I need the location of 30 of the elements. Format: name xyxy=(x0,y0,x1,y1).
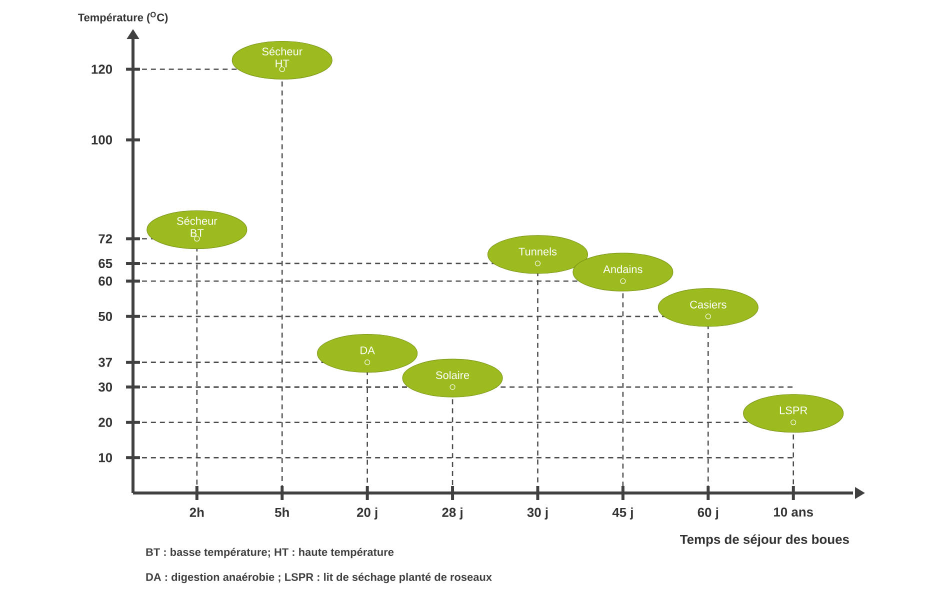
series-label: Andains xyxy=(603,265,642,274)
y-tick-label: 37 xyxy=(98,358,112,367)
x-tick-label: 60 j xyxy=(698,507,718,520)
x-tick-label: 45 j xyxy=(612,507,633,520)
x-tick-label: 28 j xyxy=(442,507,462,520)
series-label: Casiers xyxy=(690,300,726,308)
text: BT : basse température; HT : haute température xyxy=(146,548,394,558)
y-tick-label: 20 xyxy=(98,418,112,427)
y-axis-title: Température ($^{O}$C) xyxy=(78,12,168,24)
y-tick-label: 65 xyxy=(98,258,112,268)
series-label: LSPR xyxy=(780,406,808,414)
x-tick-label: 30 j xyxy=(527,507,548,520)
x-tick-label: 2h xyxy=(190,507,204,517)
series-label: DA xyxy=(360,346,375,354)
x-tick-label: 10 ans xyxy=(774,507,813,517)
y-tick-label: 30 xyxy=(98,382,112,392)
y-tick-label: 60 xyxy=(98,276,112,286)
series-label: Sécheur HT xyxy=(262,47,302,68)
y-tick-label: 10 xyxy=(98,453,112,462)
text: DA : digestion anaérobie ; LSPR : lit de séchage planté de roseaux xyxy=(146,572,492,584)
x-tick-label: 20 j xyxy=(356,507,378,520)
y-tick-label: 100 xyxy=(92,135,112,144)
series-label: Tunnels xyxy=(518,247,557,256)
x-tick-label: 5h xyxy=(274,507,289,517)
y-tick-label: 120 xyxy=(92,64,112,74)
series-label: Solaire xyxy=(436,371,470,380)
y-tick-label: 72 xyxy=(98,234,112,244)
x-axis-title: Temps de séjour des boues xyxy=(680,534,849,547)
y-tick-label: 50 xyxy=(98,312,112,322)
series-label: Sécheur BT xyxy=(177,216,218,237)
